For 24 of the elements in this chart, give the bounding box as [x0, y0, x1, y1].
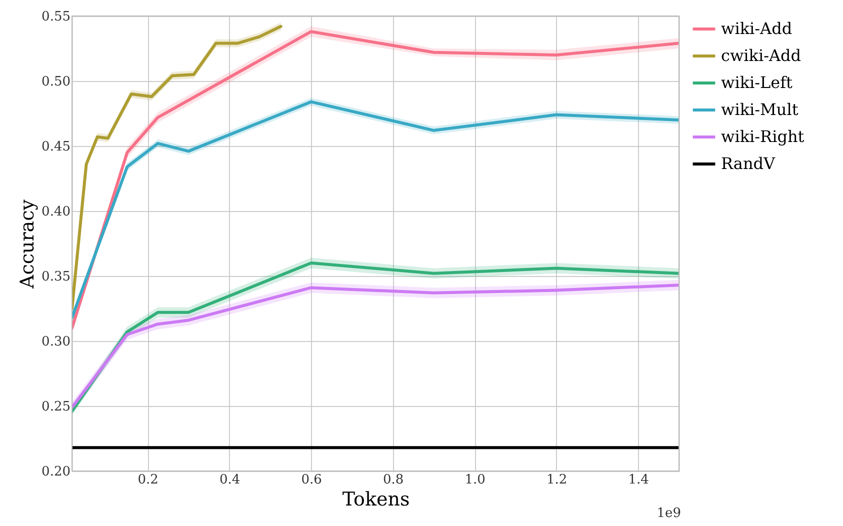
x-tick-label: 0.8 — [383, 472, 404, 488]
legend-label: cwiki-Add — [721, 46, 802, 65]
y-tick-label: 0.25 — [42, 400, 70, 414]
y-axis-title: Accuracy — [16, 199, 39, 290]
x-tick-label: 0.4 — [220, 472, 240, 488]
legend-label: wiki-Add — [721, 19, 792, 38]
x-axis-title: Tokens — [342, 488, 410, 510]
x-tick-label: 0.2 — [138, 472, 158, 488]
y-tick-label: 0.55 — [42, 10, 70, 24]
y-tick-label: 0.45 — [42, 140, 70, 154]
y-tick-label: 0.40 — [42, 204, 70, 220]
x-tick-label: 0.6 — [301, 472, 322, 488]
x-tick-label: 1.0 — [464, 472, 486, 488]
text: 1e9 — [656, 506, 681, 521]
y-tick-label: 0.50 — [42, 74, 70, 90]
legend-label: wiki-Left — [721, 73, 794, 92]
x-tick-label: 1.2 — [546, 472, 568, 488]
legend-label: wiki-Mult — [721, 100, 799, 119]
legend-label: RandV — [721, 154, 776, 173]
y-tick-label: 0.35 — [42, 270, 70, 284]
x-tick-label: 1.4 — [628, 472, 649, 488]
y-tick-label: 0.30 — [42, 334, 70, 350]
y-tick-label: 0.20 — [42, 464, 70, 480]
legend-label: wiki-Right — [721, 127, 805, 146]
